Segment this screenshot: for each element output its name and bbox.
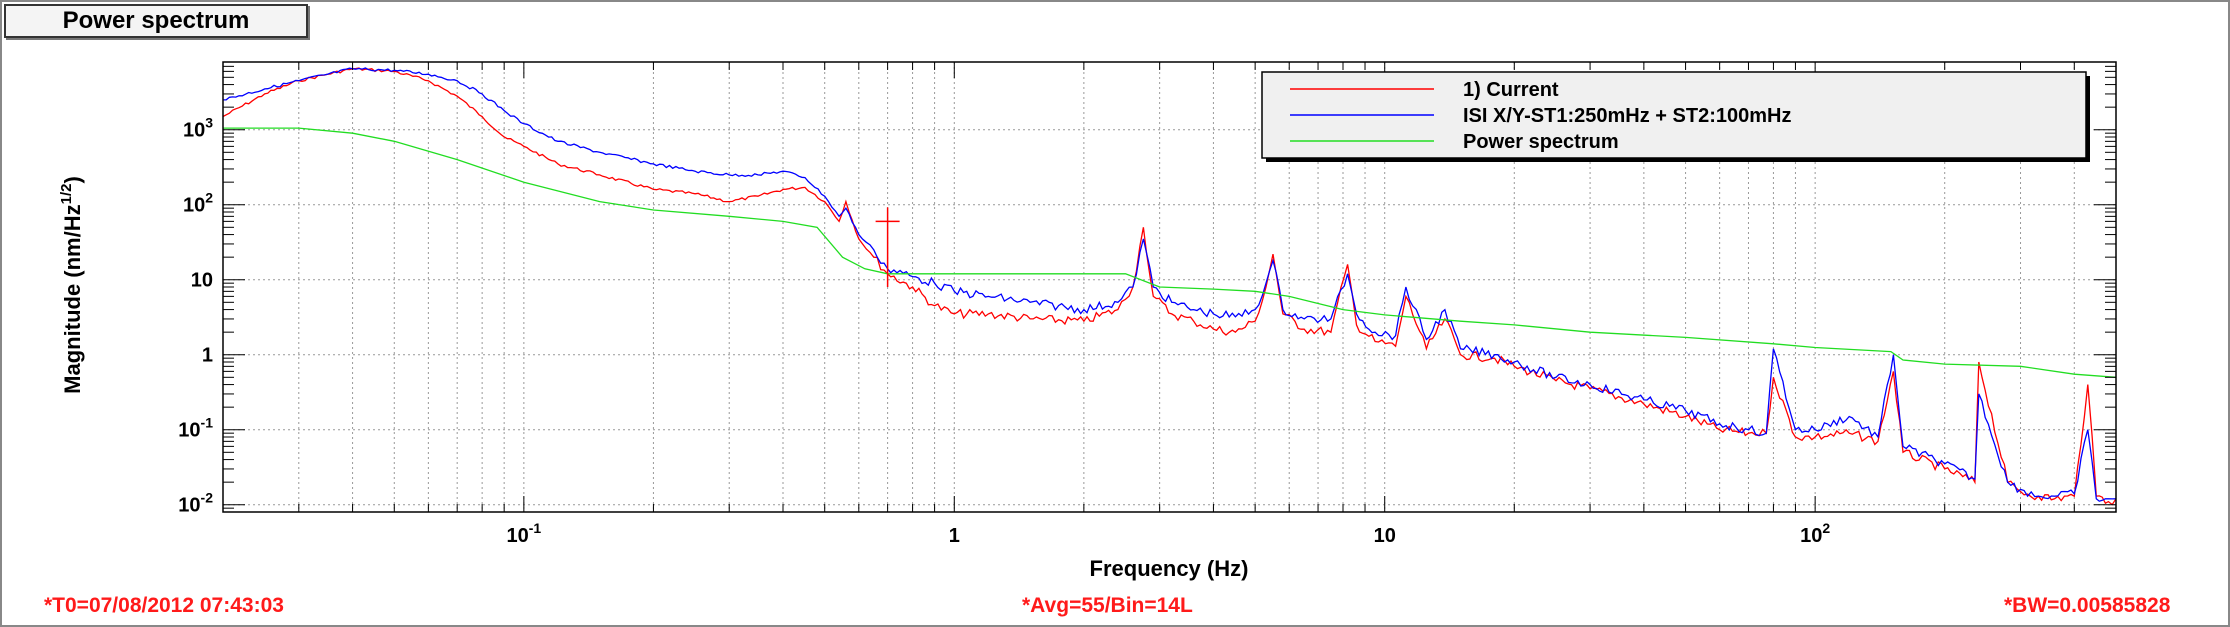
cursor-marker [875,207,900,287]
y-tick-label: 10-2 [178,490,213,517]
footer-avg: *Avg=55/Bin=14L [1022,594,1193,617]
legend-entry: 1) Current [1463,79,1559,101]
series-line-2 [222,67,2117,502]
series-line-3 [223,127,2117,378]
y-tick-label: 10 [191,270,213,292]
footer-t0: *T0=07/08/2012 07:43:03 [44,594,284,617]
x-tick-label: 10-1 [507,520,542,547]
y-axis-label: Magnitude (nm/Hz1/2) [58,176,85,394]
legend-entry: Power spectrum [1463,131,1619,153]
y-tick-label-exponent: -1 [201,415,214,431]
series-line-1 [222,67,2117,506]
y-tick-label: 10-1 [178,415,213,442]
y-tick-label-exponent: 3 [205,115,213,131]
x-tick-label: 10 [1374,525,1396,547]
y-tick-label: 1 [202,345,213,367]
axis-ticks [222,61,2117,513]
y-tick-label: 103 [183,115,213,142]
x-tick-label-exponent: -1 [529,520,542,536]
tab-power-spectrum[interactable]: Power spectrum [4,4,308,38]
y-tick-label-exponent: 2 [205,190,213,206]
x-axis-label: Frequency (Hz) [1090,556,1249,581]
legend-entry: ISI X/Y-ST1:250mHz + ST2:100mHz [1463,105,1791,127]
legend: 1) Current ISI X/Y-ST1:250mHz + ST2:100mH… [1261,71,2090,162]
x-tick-label: 102 [1800,520,1830,547]
series-traces [222,67,2117,506]
y-tick-label: 102 [183,190,213,217]
x-tick-label-exponent: 2 [1822,520,1830,536]
y-tick-label-exponent: -2 [201,490,214,506]
x-tick-label: 1 [949,525,960,547]
footer-bw: *BW=0.00585828 [2004,594,2171,617]
